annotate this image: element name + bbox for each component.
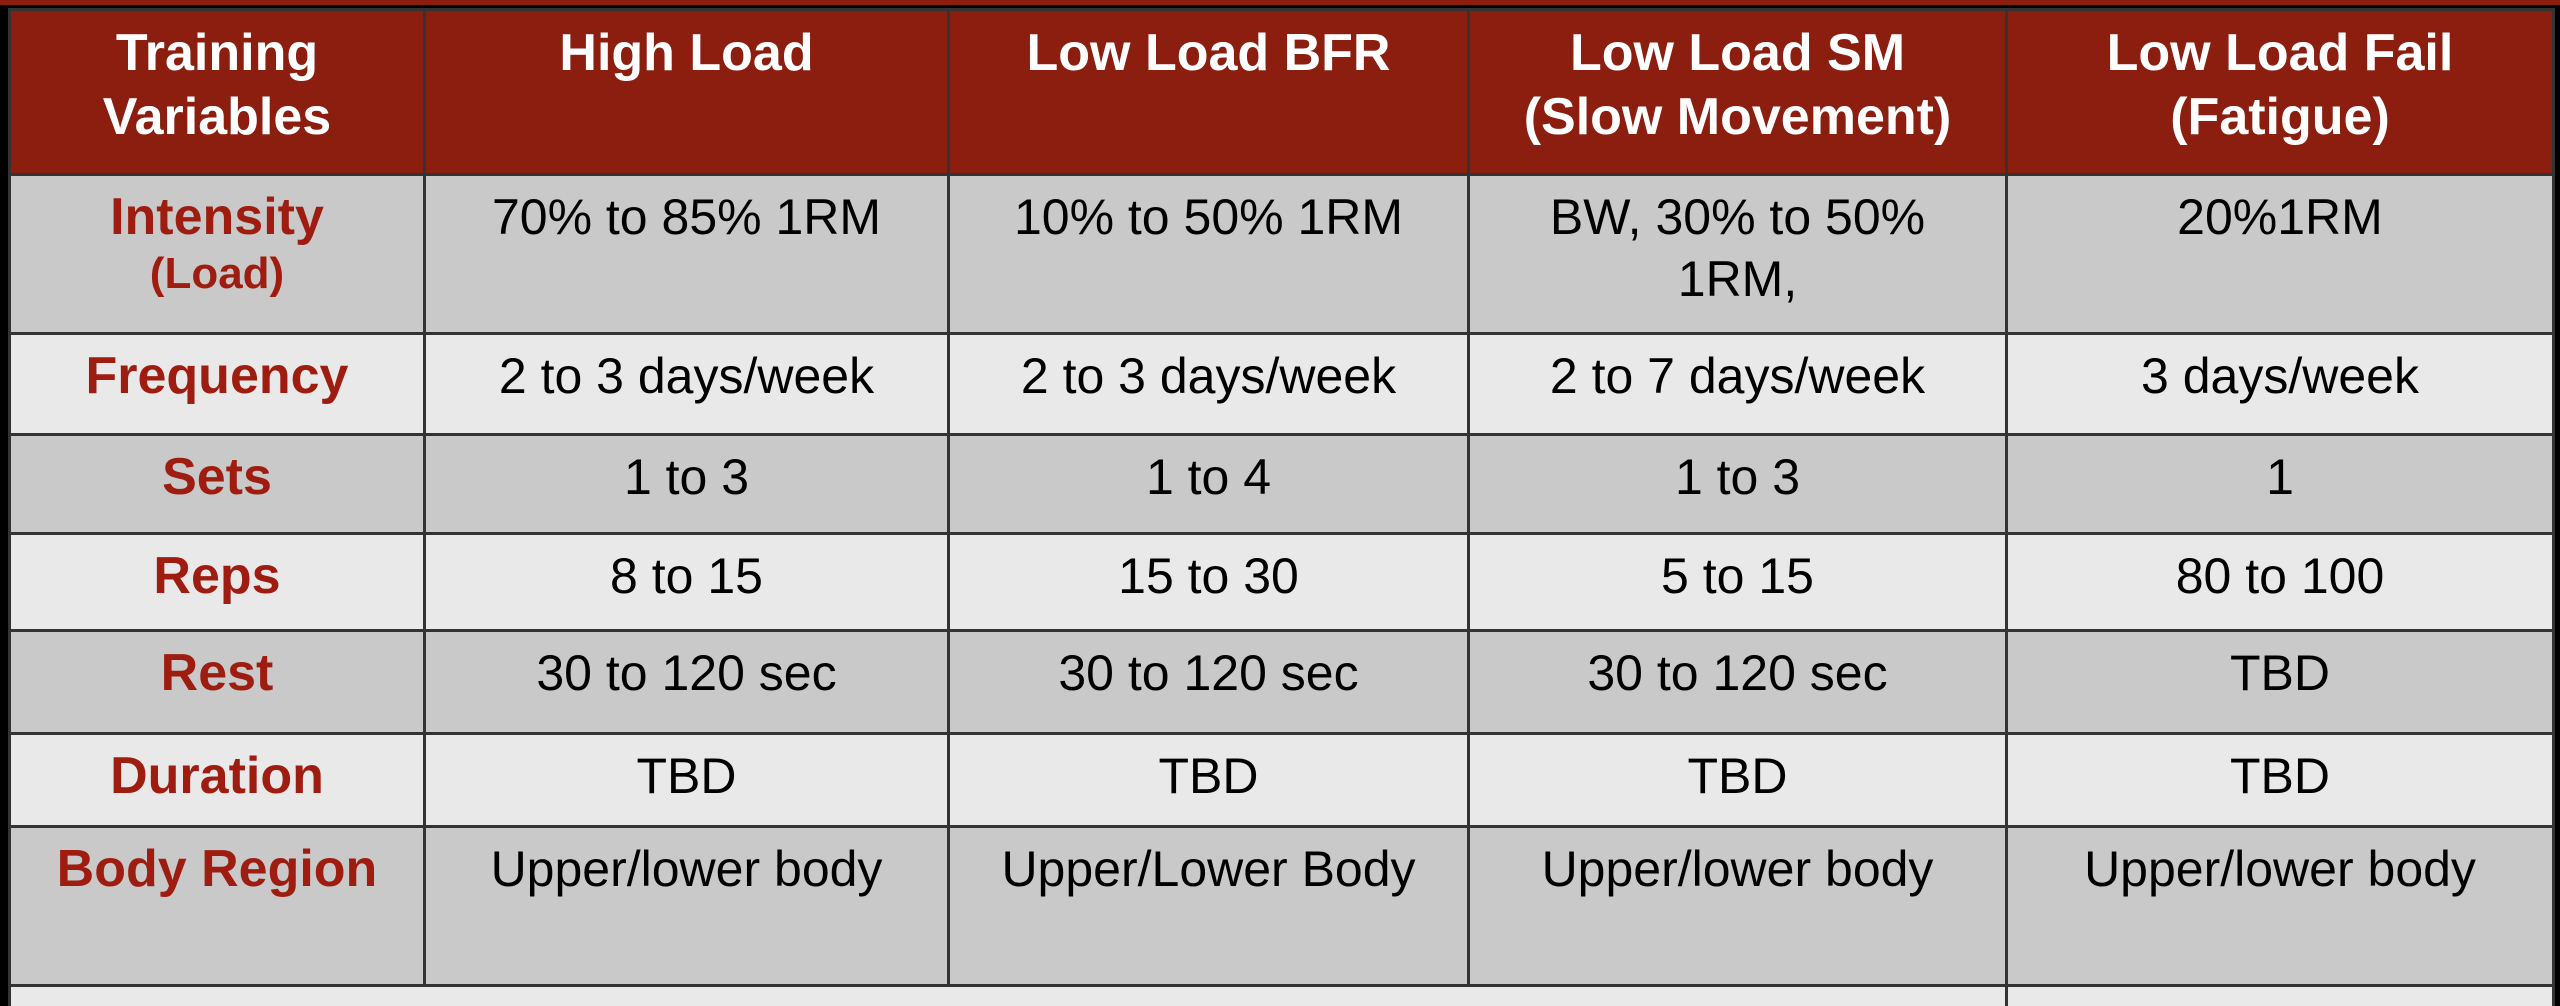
row-sets: Sets 1 to 3 1 to 4 1 to 3 1 [8,433,2555,535]
header-line: Low Load Fail [2106,24,2454,82]
row-label-cell-sets: Sets [8,433,426,535]
training-variables-table: Training Variables High Load Low Load BF… [8,8,2555,1006]
header-line: Low Load BFR [1026,24,1391,82]
row-duration: Duration TBD TBD TBD TBD [8,732,2555,828]
cell-frequency-low-load-sm: 2 to 7 days/week [1467,332,2008,436]
row-label: Reps [153,547,281,605]
footnote-row: *1RM = repetition maximum [8,984,2555,1006]
header-cell-low-load-bfr: Low Load BFR [947,8,1470,176]
cell-frequency-low-load-bfr: 2 to 3 days/week [947,332,1470,436]
row-frequency: Frequency 2 to 3 days/week 2 to 3 days/w… [8,332,2555,436]
row-label-cell-frequency: Frequency [8,332,426,436]
cell-rest-low-load-bfr: 30 to 120 sec [947,629,1470,735]
row-label: Body Region [56,840,378,898]
cell-intensity-high-load: 70% to 85% 1RM [423,173,950,335]
header-line: Low Load SM [1569,24,1906,82]
row-label: Sets [162,448,272,506]
footnote-text: *1RM = repetition maximum [8,984,2008,1006]
cell-rest-low-load-sm: 30 to 120 sec [1467,629,2008,735]
cell-intensity-low-load-sm: BW, 30% to 50% 1RM, [1467,173,2008,335]
row-label: Frequency [85,347,349,405]
row-label-cell-rest: Rest [8,629,426,735]
cell-reps-low-load-sm: 5 to 15 [1467,532,2008,632]
cell-sets-low-load-bfr: 1 to 4 [947,433,1470,535]
header-cell-low-load-sm: Low Load SM (Slow Movement) [1467,8,2008,176]
cell-sets-low-load-sm: 1 to 3 [1467,433,2008,535]
row-reps: Reps 8 to 15 15 to 30 5 to 15 80 to 100 [8,532,2555,632]
row-body-region: Body Region Upper/lower body Upper/Lower… [8,825,2555,987]
row-label-cell-intensity: Intensity (Load) [8,173,426,335]
row-rest: Rest 30 to 120 sec 30 to 120 sec 30 to 1… [8,629,2555,735]
header-cell-low-load-fail: Low Load Fail (Fatigue) [2005,8,2555,176]
row-label: Duration [110,747,324,805]
cell-sets-high-load: 1 to 3 [423,433,950,535]
cell-rest-low-load-fail: TBD [2005,629,2555,735]
header-line: Training [115,24,319,82]
header-line: High Load [559,24,814,82]
row-label: Intensity [110,188,324,246]
cell-intensity-low-load-bfr: 10% to 50% 1RM [947,173,1470,335]
cell-duration-low-load-sm: TBD [1467,732,2008,828]
cell-frequency-low-load-fail: 3 days/week [2005,332,2555,436]
cell-body-region-low-load-sm: Upper/lower body [1467,825,2008,987]
footnote-empty-cell [2005,984,2555,1006]
row-label: Rest [160,644,274,702]
cell-body-region-low-load-bfr: Upper/Lower Body [947,825,1470,987]
cell-frequency-high-load: 2 to 3 days/week [423,332,950,436]
cell-duration-low-load-fail: TBD [2005,732,2555,828]
top-red-strip [0,0,2560,5]
cell-sets-low-load-fail: 1 [2005,433,2555,535]
header-cell-training-variables: Training Variables [8,8,426,176]
cell-body-region-high-load: Upper/lower body [423,825,950,987]
cell-reps-low-load-fail: 80 to 100 [2005,532,2555,632]
header-line: (Slow Movement) [1523,88,1952,146]
cell-intensity-low-load-fail: 20%1RM [2005,173,2555,335]
header-line: Variables [102,88,332,146]
row-label-cell-reps: Reps [8,532,426,632]
row-sublabel: (Load) [149,249,285,298]
header-row: Training Variables High Load Low Load BF… [8,8,2555,176]
row-intensity: Intensity (Load) 70% to 85% 1RM 10% to 5… [8,173,2555,335]
header-cell-high-load: High Load [423,8,950,176]
cell-duration-high-load: TBD [423,732,950,828]
cell-rest-high-load: 30 to 120 sec [423,629,950,735]
row-label-cell-body-region: Body Region [8,825,426,987]
cell-duration-low-load-bfr: TBD [947,732,1470,828]
cell-reps-high-load: 8 to 15 [423,532,950,632]
row-label-cell-duration: Duration [8,732,426,828]
cell-body-region-low-load-fail: Upper/lower body [2005,825,2555,987]
header-line: (Fatigue) [2170,88,2390,146]
cell-reps-low-load-bfr: 15 to 30 [947,532,1470,632]
